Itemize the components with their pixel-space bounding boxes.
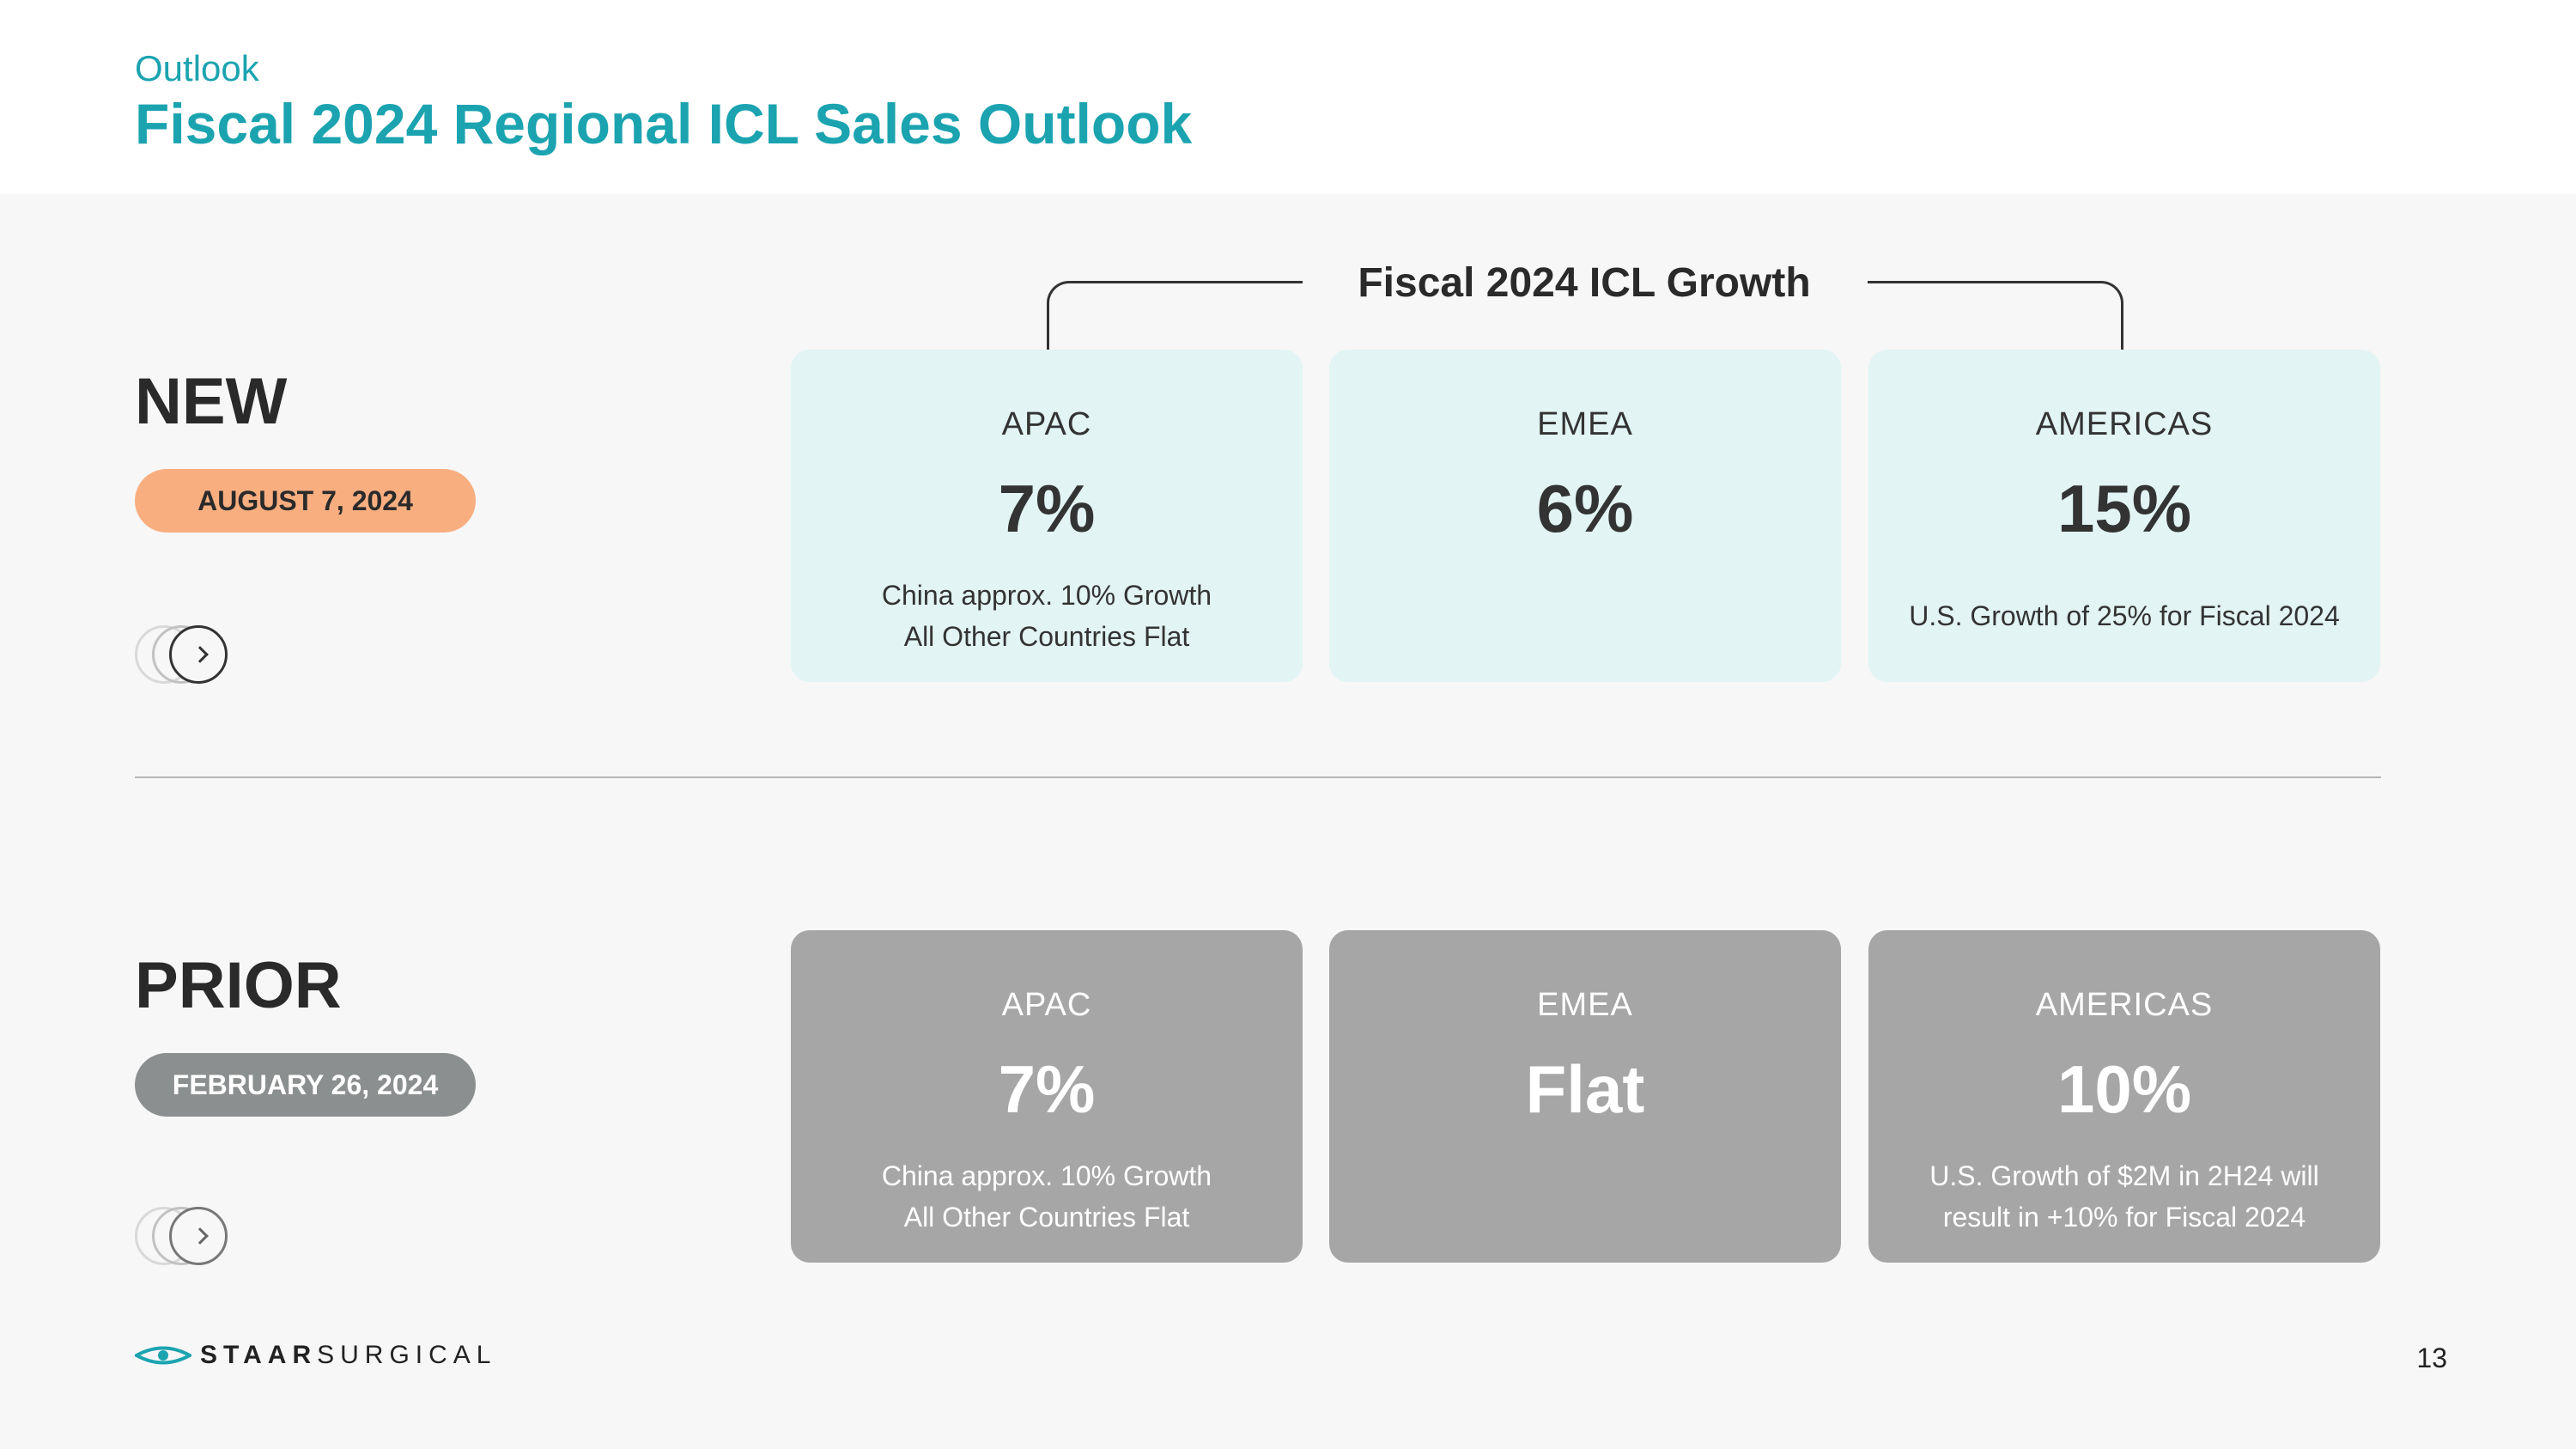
card-note-line: China approx. 10% Growth: [881, 580, 1212, 611]
card-region: AMERICAS: [2035, 406, 2214, 442]
prior-card-emea: EMEA Flat: [1329, 930, 1841, 1263]
card-region: AMERICAS: [2035, 987, 2214, 1023]
card-note-line: All Other Countries Flat: [903, 1202, 1190, 1233]
logo-word-bold: STAAR: [200, 1341, 318, 1369]
card-value: 6%: [1536, 471, 1634, 546]
card-note-line: U.S. Growth of $2M in 2H24 will: [1929, 1160, 2319, 1191]
new-date-badge: AUGUST 7, 2024: [135, 469, 476, 533]
card-value: 7%: [998, 471, 1096, 546]
new-card-apac: APAC 7% China approx. 10% Growth All Oth…: [791, 350, 1303, 682]
card-value: 15%: [2057, 471, 2192, 546]
card-region: EMEA: [1537, 406, 1633, 442]
prior-card-americas: AMERICAS 10% U.S. Growth of $2M in 2H24 …: [1868, 930, 2380, 1263]
card-note: U.S. Growth of $2M in 2H24 will result i…: [1886, 1155, 2363, 1238]
growth-heading: Fiscal 2024 ICL Growth: [1358, 260, 1811, 306]
prior-label: PRIOR: [135, 949, 342, 1022]
page-title: Fiscal 2024 Regional ICL Sales Outlook: [135, 92, 1193, 155]
card-note-line: U.S. Growth of 25% for Fiscal 2024: [1909, 600, 2340, 631]
card-note-line: All Other Countries Flat: [903, 621, 1190, 652]
company-logo: STAARSURGICAL: [135, 1342, 490, 1368]
card-note: China approx. 10% Growth All Other Count…: [808, 1155, 1285, 1238]
logo-word-light: SURGICAL: [317, 1341, 497, 1369]
card-note: U.S. Growth of 25% for Fiscal 2024: [1886, 595, 2363, 636]
new-card-americas: AMERICAS 15% U.S. Growth of 25% for Fisc…: [1868, 350, 2380, 682]
card-region: EMEA: [1537, 987, 1633, 1023]
section-divider: [135, 776, 2381, 778]
prior-date-badge: FEBRUARY 26, 2024: [135, 1053, 476, 1117]
logo-wordmark: STAARSURGICAL: [200, 1342, 496, 1368]
card-region: APAC: [1001, 406, 1092, 442]
card-value: Flat: [1525, 1051, 1645, 1127]
chevron-right-icon: [191, 1227, 209, 1245]
header: Outlook Fiscal 2024 Regional ICL Sales O…: [0, 0, 2576, 194]
card-region: APAC: [1001, 987, 1092, 1023]
next-circle-icon: [169, 1207, 228, 1265]
prior-carousel-next-button[interactable]: [135, 1207, 231, 1265]
new-label: NEW: [135, 365, 288, 438]
page-number: 13: [2416, 1342, 2447, 1373]
eye-logo-icon: [135, 1346, 191, 1365]
card-note-line: China approx. 10% Growth: [881, 1160, 1212, 1191]
new-carousel-next-button[interactable]: [135, 625, 231, 684]
card-value: 10%: [2057, 1051, 2192, 1127]
card-value: 7%: [998, 1051, 1096, 1127]
card-note-line: result in +10% for Fiscal 2024: [1942, 1202, 2306, 1233]
chevron-right-icon: [191, 646, 209, 663]
bracket-right: [1868, 281, 2123, 350]
card-note: China approx. 10% Growth All Other Count…: [808, 575, 1285, 657]
next-circle-icon: [169, 625, 228, 684]
prior-card-apac: APAC 7% China approx. 10% Growth All Oth…: [791, 930, 1303, 1263]
bracket-left: [1047, 281, 1303, 350]
section-eyebrow: Outlook: [135, 48, 259, 88]
new-card-emea: EMEA 6%: [1329, 350, 1841, 682]
